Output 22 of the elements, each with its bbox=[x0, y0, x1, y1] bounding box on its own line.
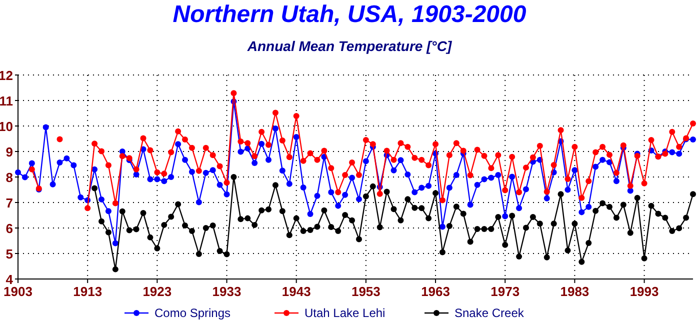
x-tick-label: 1903 bbox=[4, 284, 32, 299]
chart-title: Northern Utah, USA, 1903-2000 bbox=[172, 1, 527, 28]
x-tick-label: 1983 bbox=[560, 284, 590, 299]
x-tick-label: 1993 bbox=[630, 284, 659, 299]
y-tick-label: 6 bbox=[6, 221, 13, 236]
x-tick-label: 1973 bbox=[490, 284, 520, 299]
x-tick-label: 1923 bbox=[142, 284, 172, 299]
legend-label: Como Springs bbox=[154, 306, 231, 320]
x-tick-label: 1943 bbox=[282, 284, 311, 299]
y-tick-label: 5 bbox=[6, 246, 13, 262]
chart-subtitle: Annual Mean Temperature [°C] bbox=[246, 38, 453, 54]
y-tick-label: 7 bbox=[6, 196, 13, 210]
y-tick-label: 8 bbox=[6, 170, 13, 185]
y-tick-label: 11 bbox=[0, 94, 13, 108]
legend-label: Snake Creek bbox=[454, 306, 525, 320]
x-tick-label: 1963 bbox=[421, 284, 450, 299]
x-tick-label: 1953 bbox=[351, 284, 380, 299]
y-tick-label: 4 bbox=[6, 272, 14, 287]
x-tick-label: 1933 bbox=[212, 284, 242, 299]
y-tick-label: 9 bbox=[6, 144, 13, 160]
legend-label: Utah Lake Lehi bbox=[304, 306, 386, 320]
x-tick-label: 1913 bbox=[73, 284, 102, 299]
